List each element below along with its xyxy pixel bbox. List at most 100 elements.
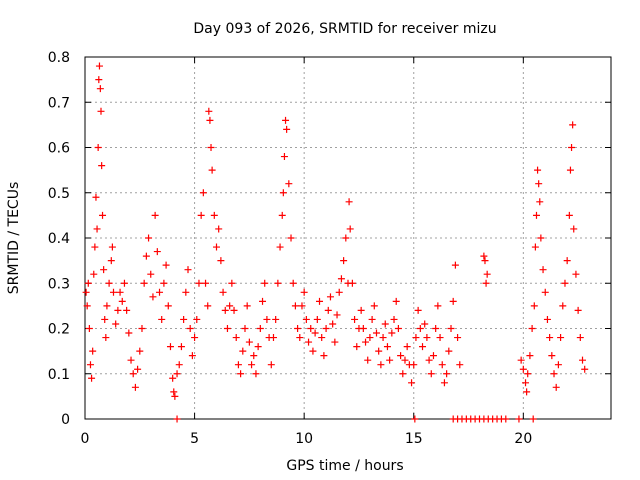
x-axis-title: GPS time / hours	[286, 458, 403, 474]
data-point	[241, 325, 249, 332]
data-point	[162, 261, 170, 269]
data-point	[366, 334, 374, 342]
data-point	[217, 257, 225, 265]
y-tick-label: 0.6	[48, 141, 70, 157]
data-point	[563, 257, 571, 265]
data-point	[541, 288, 549, 296]
data-point	[386, 356, 394, 364]
data-point	[410, 361, 418, 369]
data-point	[125, 329, 133, 337]
data-point	[287, 234, 295, 242]
data-point	[528, 325, 536, 332]
data-point	[311, 329, 319, 337]
axis-ticks	[84, 56, 611, 420]
data-point	[228, 279, 236, 287]
data-point	[388, 329, 396, 337]
data-point	[531, 243, 539, 251]
data-point	[535, 180, 543, 188]
data-point	[318, 334, 326, 342]
data-point	[423, 334, 431, 342]
data-point	[532, 211, 540, 219]
data-point	[298, 302, 306, 310]
data-point	[164, 302, 172, 310]
data-point	[263, 315, 271, 323]
data-point	[147, 270, 155, 278]
data-point	[166, 343, 174, 351]
data-point	[93, 225, 101, 233]
data-point	[536, 198, 544, 206]
data-point	[481, 257, 489, 265]
data-point	[515, 415, 523, 423]
y-tick-label: 0.1	[48, 367, 70, 383]
data-point	[279, 189, 287, 197]
data-point	[153, 248, 161, 256]
data-point	[443, 370, 451, 378]
y-tick-label: 0.2	[48, 322, 70, 338]
data-point	[109, 288, 117, 296]
data-point	[419, 343, 427, 351]
data-point	[177, 343, 185, 351]
data-point	[449, 297, 457, 305]
data-point	[346, 225, 354, 233]
data-point	[123, 306, 131, 314]
data-point	[329, 320, 337, 328]
data-point	[333, 311, 341, 319]
data-point	[537, 234, 545, 242]
data-point	[348, 279, 356, 287]
data-point	[394, 325, 402, 332]
data-point	[92, 193, 100, 201]
data-point	[89, 347, 97, 355]
data-point	[557, 334, 565, 342]
data-point	[390, 315, 398, 323]
data-point	[99, 211, 107, 219]
data-point	[97, 107, 105, 115]
data-point	[95, 76, 103, 84]
data-point	[239, 347, 247, 355]
data-point	[267, 361, 275, 369]
data-point	[248, 361, 256, 369]
data-point	[237, 370, 245, 378]
data-point	[561, 279, 569, 287]
data-point	[425, 356, 433, 364]
data-point	[381, 320, 389, 328]
data-point	[383, 343, 391, 351]
data-point	[372, 329, 380, 337]
data-point	[114, 306, 122, 314]
data-point	[291, 302, 299, 310]
data-point	[282, 116, 290, 124]
data-point	[447, 325, 455, 332]
data-point	[160, 279, 168, 287]
data-point	[226, 302, 234, 310]
data-point	[213, 243, 220, 251]
data-point	[107, 257, 115, 265]
data-point	[342, 234, 350, 242]
data-point	[243, 302, 251, 310]
data-point	[105, 279, 113, 287]
data-point	[548, 352, 556, 360]
data-point	[483, 270, 491, 278]
data-point	[543, 315, 551, 323]
data-point	[368, 315, 376, 323]
data-point	[173, 415, 181, 423]
data-point	[205, 107, 213, 115]
data-point	[302, 315, 310, 323]
data-point	[202, 279, 210, 287]
data-point	[480, 252, 488, 260]
data-point	[397, 352, 405, 360]
data-point	[120, 279, 128, 287]
data-point	[259, 297, 267, 305]
data-point	[414, 306, 422, 314]
data-point	[112, 320, 120, 328]
data-point	[250, 352, 258, 360]
data-point	[230, 306, 238, 314]
data-point	[175, 361, 183, 369]
data-point	[272, 315, 280, 323]
data-point	[199, 189, 207, 197]
data-point	[370, 302, 378, 310]
data-point	[550, 370, 558, 378]
y-tick-label: 0.8	[48, 50, 70, 66]
data-point	[98, 162, 106, 170]
data-point	[86, 361, 94, 369]
data-point	[82, 288, 90, 296]
